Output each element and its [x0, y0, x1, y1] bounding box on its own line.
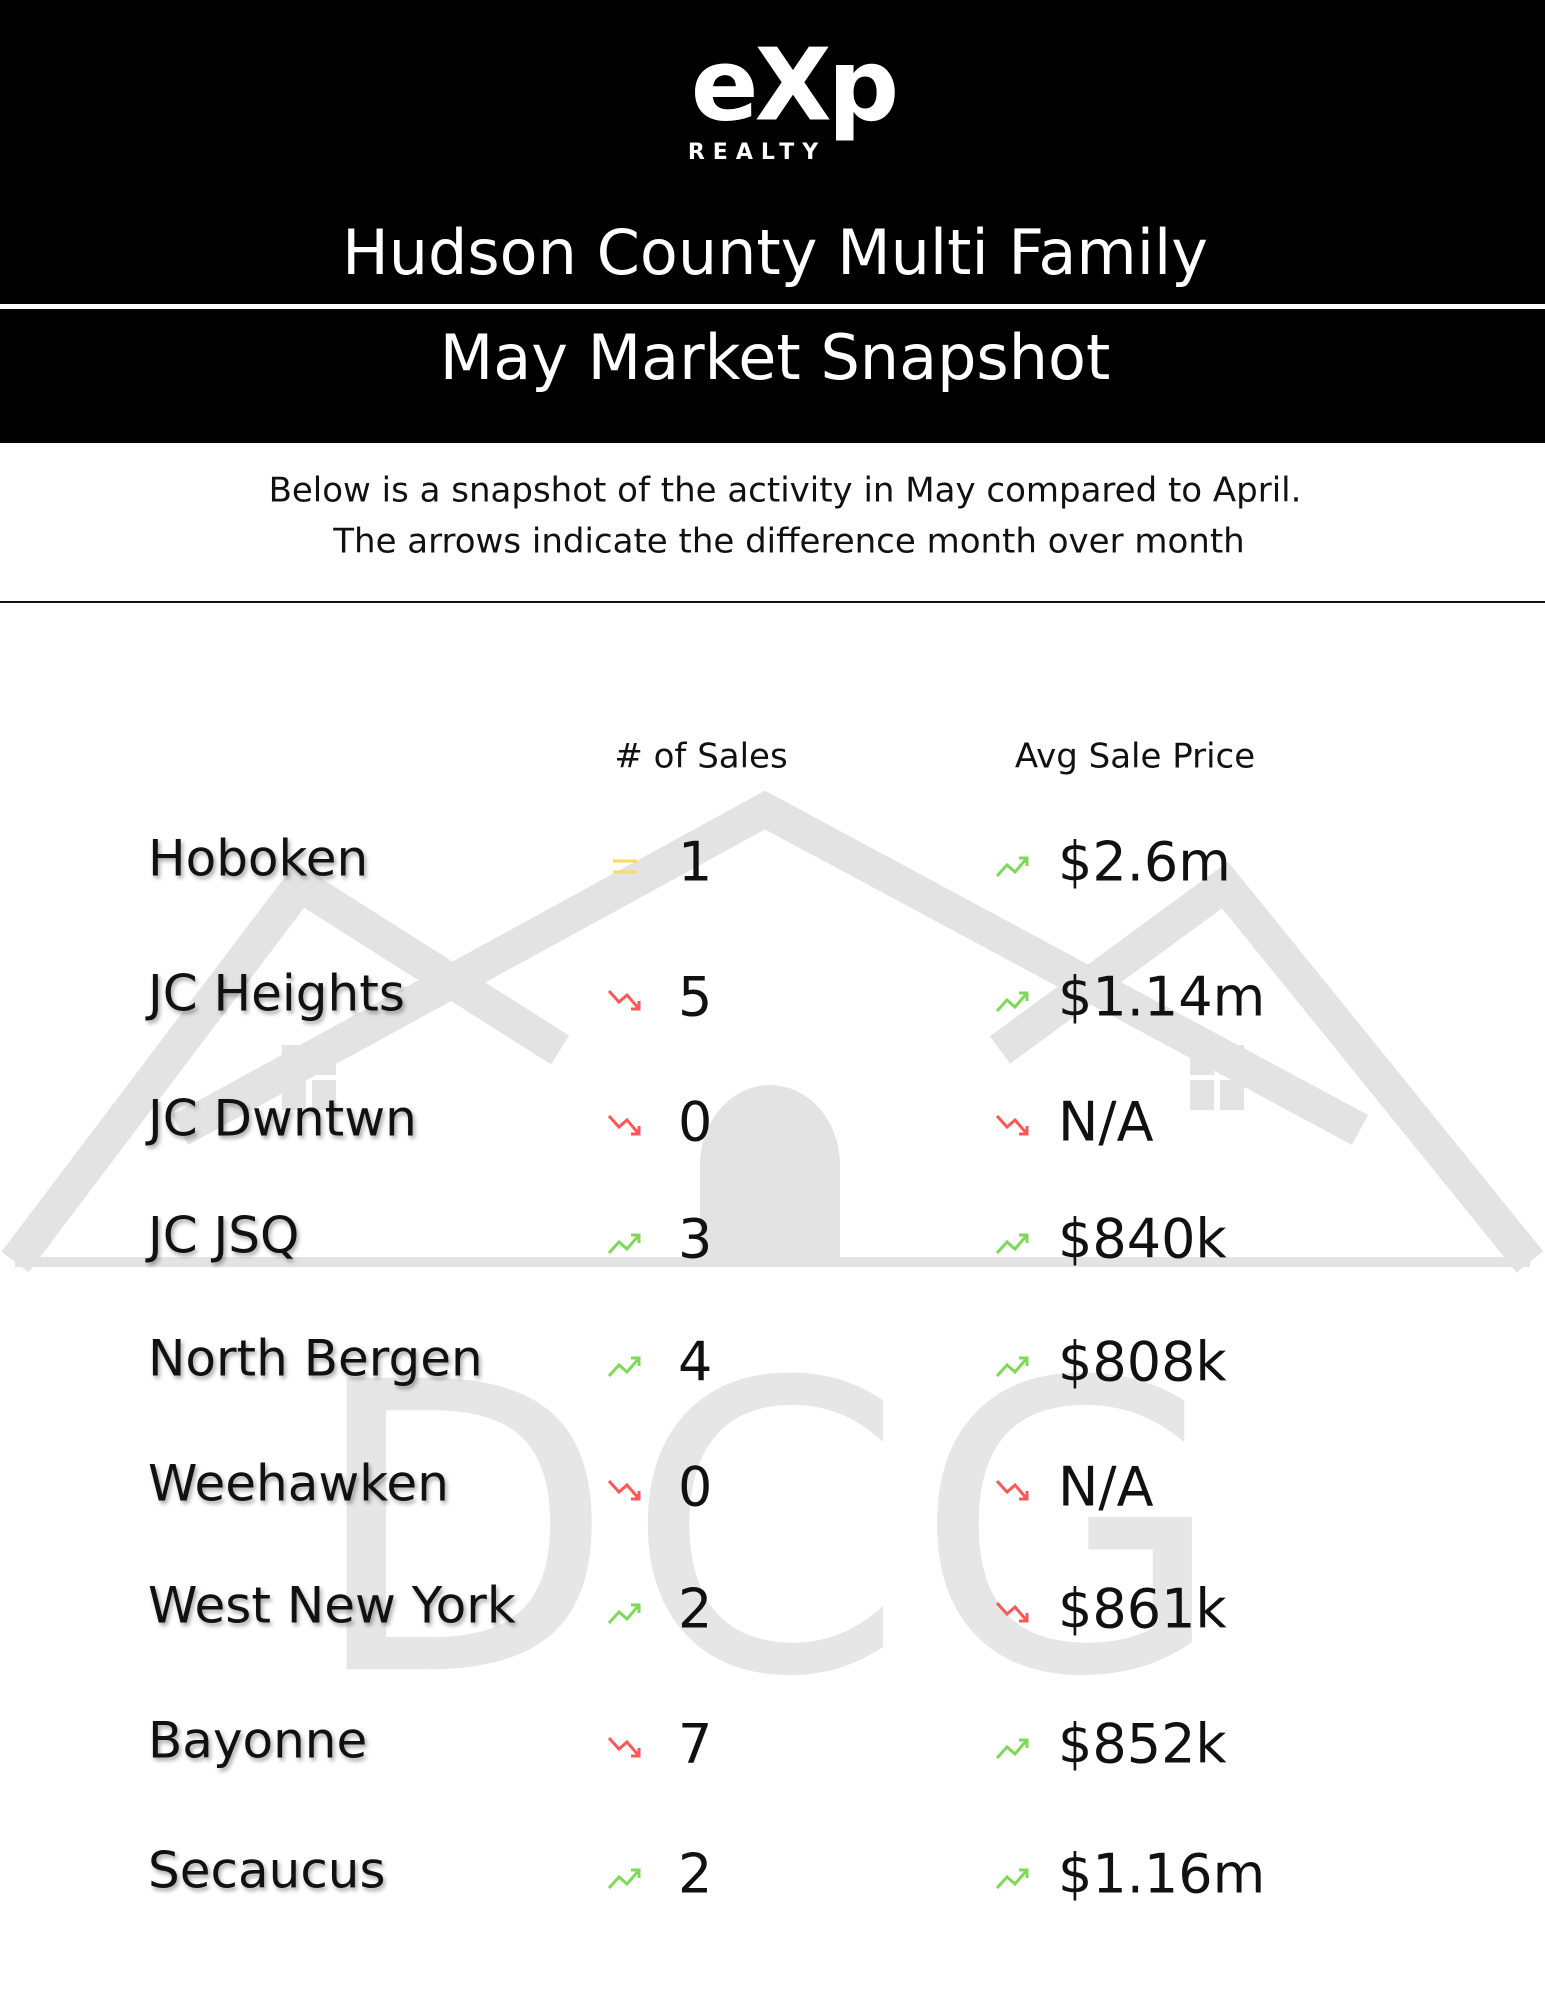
icon-arrow [607, 1479, 641, 1501]
watermark-text: DCG [307, 1299, 1234, 1764]
sales-count: 0 [678, 1091, 712, 1154]
avg-price: $861k [1058, 1578, 1227, 1641]
trend-icon [995, 1233, 1029, 1255]
header-band [0, 0, 1545, 443]
icon-arrow [607, 1233, 641, 1255]
avg-price: N/A [1058, 1091, 1154, 1154]
trend-icon [613, 859, 637, 874]
sales-count: 7 [678, 1713, 712, 1776]
icon-arrow [995, 1233, 1029, 1255]
watermark-windows [282, 1045, 1244, 1262]
avg-price: $1.14m [1058, 966, 1265, 1029]
sales-count: 5 [678, 966, 712, 1029]
icon-arrow [607, 1356, 641, 1378]
icon-arrow [995, 1738, 1029, 1760]
icon-arrow [607, 989, 641, 1011]
column-header: # of Sales [614, 737, 787, 777]
logo: eXp [691, 26, 896, 143]
title: Hudson County Multi Family [342, 216, 1208, 289]
area-name: Secaucus [148, 1842, 386, 1900]
trend-icon [995, 1479, 1029, 1501]
icon-arrow [607, 1603, 641, 1625]
sales-count: 2 [678, 1843, 712, 1906]
avg-price: $808k [1058, 1331, 1227, 1394]
subtitle: May Market Snapshot [440, 321, 1111, 394]
trend-icon [607, 1356, 641, 1378]
trend-icon [607, 1736, 641, 1758]
avg-price: N/A [1058, 1456, 1154, 1519]
sales-count: 3 [678, 1208, 712, 1271]
area-name: JC Dwntwn [145, 1090, 417, 1148]
watermark-house [1, 790, 1544, 1273]
area-name: JC Heights [145, 965, 405, 1023]
area-name: Hoboken [148, 830, 368, 888]
sales-count: 2 [678, 1578, 712, 1641]
intro-divider [0, 601, 1545, 603]
area-name: JC JSQ [145, 1207, 299, 1265]
logo-sub: REALTY [688, 140, 826, 165]
trend-icon [995, 1738, 1029, 1760]
avg-price: $840k [1058, 1208, 1227, 1271]
icon-arrow [995, 1479, 1029, 1501]
icon-arrow [995, 1868, 1029, 1890]
trend-icon [607, 989, 641, 1011]
trend-icon [995, 1356, 1029, 1378]
sales-count: 1 [678, 831, 712, 894]
trend-icon [607, 1114, 641, 1136]
icon-arrow [607, 1114, 641, 1136]
icon-arrow [995, 1601, 1029, 1623]
trend-icon [995, 991, 1029, 1013]
icon-arrow [995, 856, 1029, 878]
icon-arrow [607, 1868, 641, 1890]
area-name: Weehawken [148, 1455, 449, 1513]
icon-arrow [995, 1114, 1029, 1136]
table-body: Hoboken 1 $2.6m JC Heights 5 $1.14m JC Dwntwn 0… [145, 830, 1265, 1906]
avg-price: $852k [1058, 1713, 1227, 1776]
icon-arrow [607, 1736, 641, 1758]
trend-icon [995, 1114, 1029, 1136]
trend-icon [607, 1479, 641, 1501]
avg-price: $2.6m [1058, 831, 1231, 894]
trend-icon [995, 1868, 1029, 1890]
sales-count: 0 [678, 1456, 712, 1519]
trend-icon [607, 1868, 641, 1890]
area-name: Bayonne [148, 1712, 367, 1770]
column-header: Avg Sale Price [1015, 737, 1255, 777]
avg-price: $1.16m [1058, 1843, 1265, 1906]
intro-line: The arrows indicate the difference month… [332, 522, 1244, 562]
header-divider [0, 304, 1545, 309]
trend-icon [607, 1603, 641, 1625]
icon-arrow [995, 1356, 1029, 1378]
icon-arrow [995, 991, 1029, 1013]
intro-line: Below is a snapshot of the activity in M… [269, 471, 1302, 511]
trend-icon [995, 1601, 1029, 1623]
area-name: West New York [148, 1577, 516, 1635]
area-name: North Bergen [148, 1330, 483, 1388]
trend-icon [607, 1233, 641, 1255]
sales-count: 4 [678, 1331, 712, 1394]
trend-icon [995, 856, 1029, 878]
